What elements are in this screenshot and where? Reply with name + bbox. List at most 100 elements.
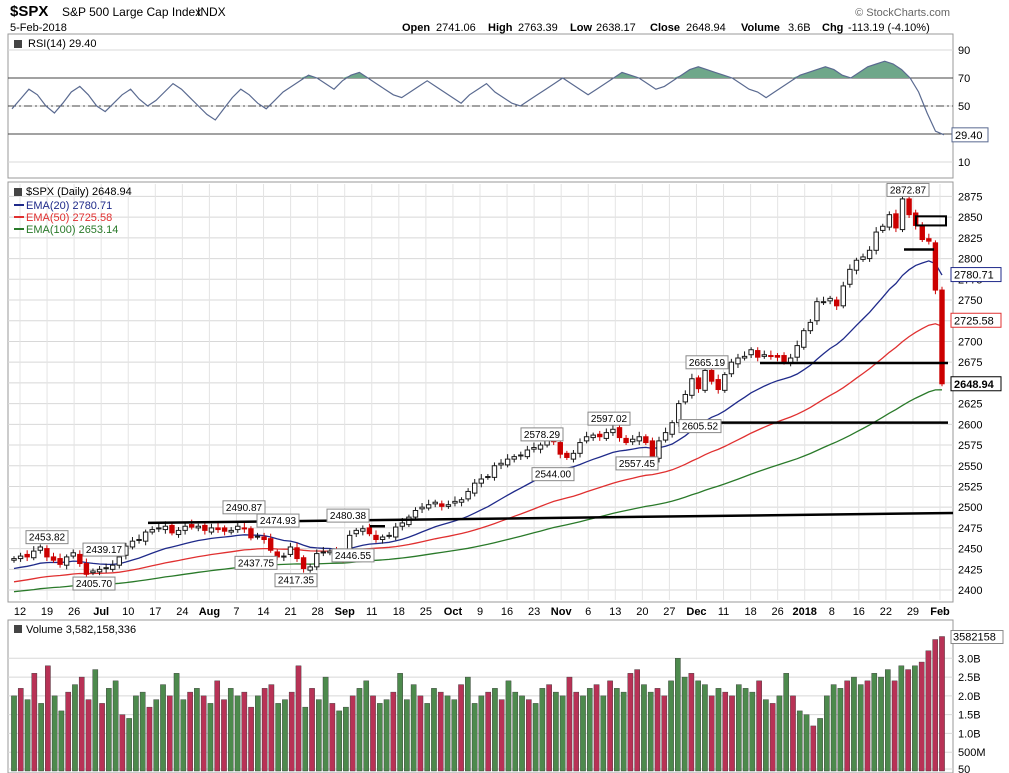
candle-body bbox=[235, 525, 241, 531]
volume-bar bbox=[627, 673, 634, 772]
price-annotation-box bbox=[678, 419, 722, 434]
price-annotation-box bbox=[256, 513, 300, 528]
x-tick-label: Sep bbox=[335, 606, 355, 618]
rsi-last-value: 29.40 bbox=[955, 130, 983, 142]
x-tick-label: 18 bbox=[744, 606, 756, 618]
volume-bar bbox=[830, 684, 837, 772]
x-tick-label: 19 bbox=[41, 606, 53, 618]
candle-body bbox=[17, 555, 24, 560]
volume-bar bbox=[261, 688, 268, 772]
high-value: 2763.39 bbox=[518, 22, 558, 34]
volume-bar bbox=[796, 710, 803, 772]
low-label: Low bbox=[570, 22, 592, 34]
x-tick-label: 26 bbox=[772, 606, 784, 618]
candle-body bbox=[557, 442, 563, 455]
price-annotation-box bbox=[222, 500, 266, 515]
candle-body bbox=[353, 529, 359, 535]
volume-bar bbox=[735, 684, 742, 772]
candle-body bbox=[860, 256, 866, 260]
x-tick-label: Oct bbox=[444, 606, 463, 618]
candle-body bbox=[202, 524, 208, 531]
volume-bar bbox=[431, 688, 437, 772]
volume-bar bbox=[322, 676, 329, 772]
ema20-last-value: 2780.71 bbox=[954, 270, 994, 282]
x-tick-label: 20 bbox=[636, 606, 648, 618]
x-tick-label: 9 bbox=[477, 606, 483, 618]
candle-body bbox=[57, 558, 63, 565]
x-tick-label: Aug bbox=[199, 606, 220, 618]
volume-bar bbox=[227, 688, 234, 772]
price-annotation-box bbox=[587, 411, 631, 426]
ema20-legend: EMA(20) 2780.71 bbox=[26, 200, 112, 212]
price-annotation-label: 2605.52 bbox=[682, 422, 719, 433]
candle-body bbox=[50, 556, 57, 561]
candle-body bbox=[83, 563, 90, 575]
candle-body bbox=[498, 462, 504, 466]
x-tick-label: 18 bbox=[393, 606, 405, 618]
volume-bar bbox=[38, 703, 44, 772]
rsi-last-value-box bbox=[951, 127, 989, 143]
volume-bar bbox=[844, 680, 850, 772]
candle-body bbox=[827, 297, 833, 302]
x-tick-label: Feb bbox=[930, 606, 950, 618]
volume-bar bbox=[478, 695, 485, 772]
candle-body bbox=[11, 558, 17, 561]
price-annotation-box bbox=[234, 555, 278, 570]
price-annotation-box bbox=[685, 355, 729, 370]
x-tick-label: 26 bbox=[68, 606, 80, 618]
volume-bar bbox=[702, 684, 708, 772]
volume-bar bbox=[288, 691, 295, 772]
volume-bar bbox=[437, 691, 444, 772]
volume-bar bbox=[153, 699, 160, 772]
candle-body bbox=[583, 436, 590, 442]
volume-bar bbox=[878, 676, 884, 772]
price-annotation-box bbox=[531, 467, 575, 482]
x-tick-label: 10 bbox=[122, 606, 134, 618]
volume-bar bbox=[126, 718, 132, 772]
candle-body bbox=[136, 539, 142, 542]
candle-body bbox=[445, 504, 452, 507]
x-tick-label: 16 bbox=[501, 606, 513, 618]
candle-body bbox=[695, 377, 702, 390]
price-tick-label: 2400 bbox=[958, 585, 982, 597]
candle-body bbox=[794, 345, 800, 358]
candle-body bbox=[31, 550, 37, 559]
x-tick-label: 21 bbox=[284, 606, 296, 618]
volume-tick-label: 50 bbox=[958, 764, 970, 773]
x-tick-label: 16 bbox=[853, 606, 865, 618]
volume-bar bbox=[614, 688, 620, 772]
volume-bar bbox=[465, 676, 471, 772]
price-annotation-box bbox=[326, 508, 370, 523]
rsi-panel-icon bbox=[14, 40, 22, 48]
candle-body bbox=[715, 379, 721, 391]
candle-body bbox=[373, 534, 379, 541]
candle-body bbox=[537, 444, 544, 450]
price-annotation-label: 2557.45 bbox=[619, 459, 656, 470]
candle-body bbox=[781, 355, 787, 363]
candle-body bbox=[570, 452, 577, 460]
volume-bar bbox=[24, 699, 31, 772]
volume-bar bbox=[912, 665, 918, 772]
ema20-line bbox=[13, 260, 943, 570]
candle-body bbox=[366, 527, 373, 535]
volume-label: Volume bbox=[741, 22, 780, 34]
candle-body bbox=[893, 213, 899, 229]
candle-body bbox=[491, 465, 498, 478]
volume-bar bbox=[363, 680, 370, 772]
volume-bar bbox=[316, 699, 322, 772]
candle-body bbox=[393, 526, 399, 538]
volume-bar bbox=[526, 699, 532, 772]
candle-body bbox=[636, 436, 642, 442]
volume-bar bbox=[255, 695, 261, 772]
symbol: $SPX bbox=[10, 3, 48, 20]
close-last-value-box bbox=[950, 376, 1002, 392]
candle-body bbox=[63, 556, 70, 566]
candle-body bbox=[327, 550, 333, 554]
volume-bar bbox=[309, 688, 315, 772]
volume-bar bbox=[221, 699, 227, 772]
volume-bar bbox=[133, 695, 139, 772]
candle-body bbox=[439, 503, 445, 507]
candle-body bbox=[425, 504, 432, 509]
volume-bar bbox=[776, 695, 783, 772]
volume-bar bbox=[85, 699, 92, 772]
